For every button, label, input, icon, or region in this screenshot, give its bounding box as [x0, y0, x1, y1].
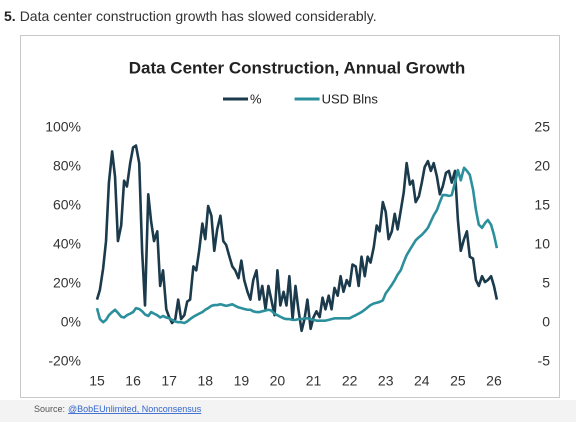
heading-text: Data center construction growth has slow… — [20, 8, 377, 24]
x-tick-label: 16 — [125, 373, 141, 389]
chart-title: Data Center Construction, Annual Growth — [129, 58, 466, 77]
y-tick-label: -20% — [48, 353, 81, 369]
series-line — [95, 144, 499, 333]
chart-frame — [20, 35, 560, 398]
source-prefix: Source: — [34, 404, 65, 414]
x-tick-label: 24 — [414, 373, 430, 389]
y2-tick-label: 20 — [534, 158, 550, 174]
x-tick-label: 19 — [234, 373, 250, 389]
series-line — [95, 166, 499, 325]
x-tick-label: 26 — [486, 373, 502, 389]
plot: -20% 0% 20% 40% 60% 80% 100% -5 0 5 10 15 20 25 15 16 17… — [45, 91, 550, 388]
y2-tick-label: 15 — [534, 197, 550, 213]
source-link[interactable]: @BobEUnlimited, Nonconsensus — [68, 404, 202, 414]
y2-tick-label: 0 — [542, 314, 550, 330]
x-tick-label: 23 — [378, 373, 394, 389]
y2-tick-label: 5 — [542, 275, 550, 291]
x-tick-label: 17 — [161, 373, 177, 389]
x-tick-label: 25 — [450, 373, 466, 389]
y-tick-label: 20% — [53, 275, 81, 291]
y2-tick-label: 10 — [534, 236, 550, 252]
source: Source: @BobEUnlimited, Nonconsensus — [34, 404, 202, 414]
y-tick-label: 100% — [45, 119, 81, 135]
x-tick-label: 22 — [342, 373, 358, 389]
y2-tick-label: -5 — [538, 353, 551, 369]
x-tick-label: 20 — [270, 373, 286, 389]
heading: 5. Data center construction growth has sl… — [4, 8, 377, 24]
y-tick-label: 0% — [61, 314, 81, 330]
y2-tick-label: 25 — [534, 119, 550, 135]
y-tick-label: 60% — [53, 197, 81, 213]
x-tick-label: 21 — [306, 373, 322, 389]
y-tick-label: 80% — [53, 158, 81, 174]
legend-label: % — [250, 91, 262, 106]
x-tick-label: 15 — [89, 373, 105, 389]
legend-label: USD Blns — [322, 91, 379, 106]
x-tick-label: 18 — [197, 373, 213, 389]
footer-band — [0, 400, 576, 422]
heading-number: 5. — [4, 8, 16, 24]
y-tick-label: 40% — [53, 236, 81, 252]
